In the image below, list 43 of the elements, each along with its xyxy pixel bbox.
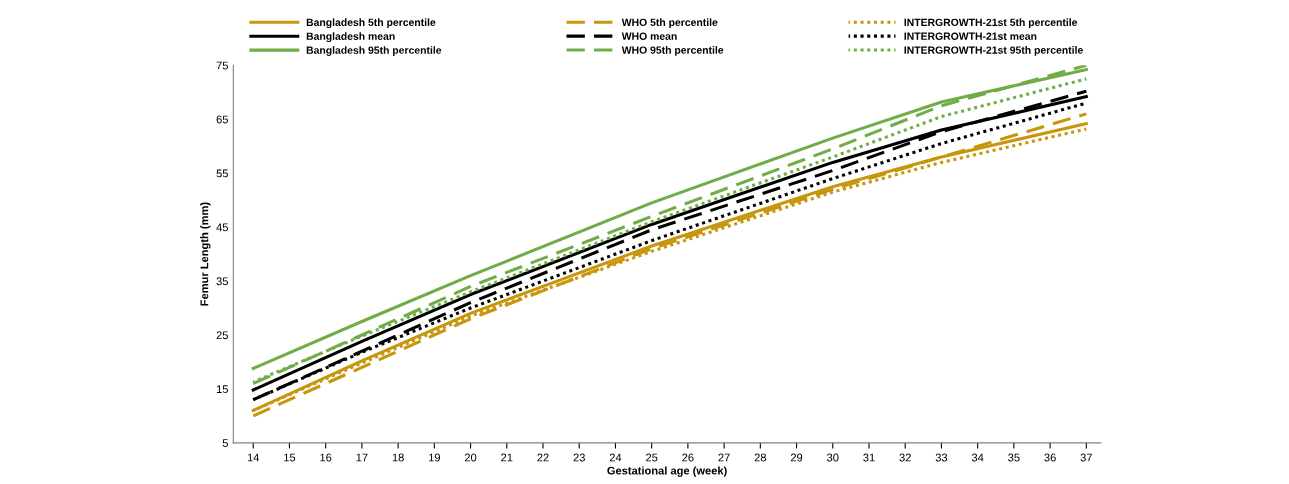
x-tick-label: 21	[501, 453, 513, 462]
legend-label: WHO 5th percentile	[621, 18, 718, 29]
x-axis-title: Gestational age (week)	[607, 466, 727, 477]
x-tick-label: 16	[320, 453, 332, 462]
x-tick-label: 34	[971, 453, 984, 462]
y-tick-label: 15	[216, 385, 228, 394]
y-axis-title: Femur Length (mm)	[200, 202, 211, 306]
x-tick-label: 24	[609, 453, 622, 462]
x-tick-label: 30	[827, 453, 839, 462]
x-tick-label: 19	[429, 453, 440, 462]
x-tick-label: 20	[464, 453, 477, 462]
legend-label: INTERGROWTH-21st 95th percentile	[904, 46, 1083, 56]
x-tick-label: 29	[790, 453, 803, 462]
y-tick-label: 65	[216, 115, 228, 124]
y-tick-label: 35	[216, 277, 228, 286]
x-tick-label: 17	[356, 453, 368, 462]
x-tick-label: 31	[863, 453, 875, 462]
x-tick-label: 26	[682, 453, 694, 462]
x-tick-label: 36	[1044, 453, 1056, 462]
y-tick-label: 75	[216, 61, 228, 70]
x-tick-label: 28	[754, 453, 767, 462]
legend-label: Bangladesh 95th percentile	[306, 46, 442, 56]
x-tick-label: 25	[646, 453, 658, 462]
x-tick-label: 27	[718, 453, 730, 462]
x-tick-label: 37	[1080, 453, 1092, 462]
y-tick-label: 25	[216, 331, 228, 340]
x-tick-label: 18	[392, 453, 404, 462]
legend-label: Bangladesh 5th percentile	[306, 18, 436, 29]
legend-label: WHO mean	[621, 32, 677, 40]
x-tick-label: 32	[899, 453, 911, 462]
y-tick-label: 45	[216, 223, 228, 232]
x-tick-label: 23	[573, 453, 585, 462]
y-tick-label: 55	[216, 169, 228, 178]
x-tick-label: 22	[537, 453, 549, 462]
x-tick-label: 35	[1008, 453, 1020, 462]
x-tick-label: 15	[284, 453, 296, 462]
x-tick-label: 14	[247, 453, 260, 462]
y-tick-label: 5	[222, 439, 228, 447]
legend-label: INTERGROWTH-21st 5th percentile	[904, 18, 1078, 29]
legend-label: Bangladesh mean	[306, 32, 395, 43]
x-tick-label: 33	[935, 453, 948, 462]
legend-label: INTERGROWTH-21st mean	[904, 32, 1037, 40]
legend-label: WHO 95th percentile	[621, 46, 724, 56]
